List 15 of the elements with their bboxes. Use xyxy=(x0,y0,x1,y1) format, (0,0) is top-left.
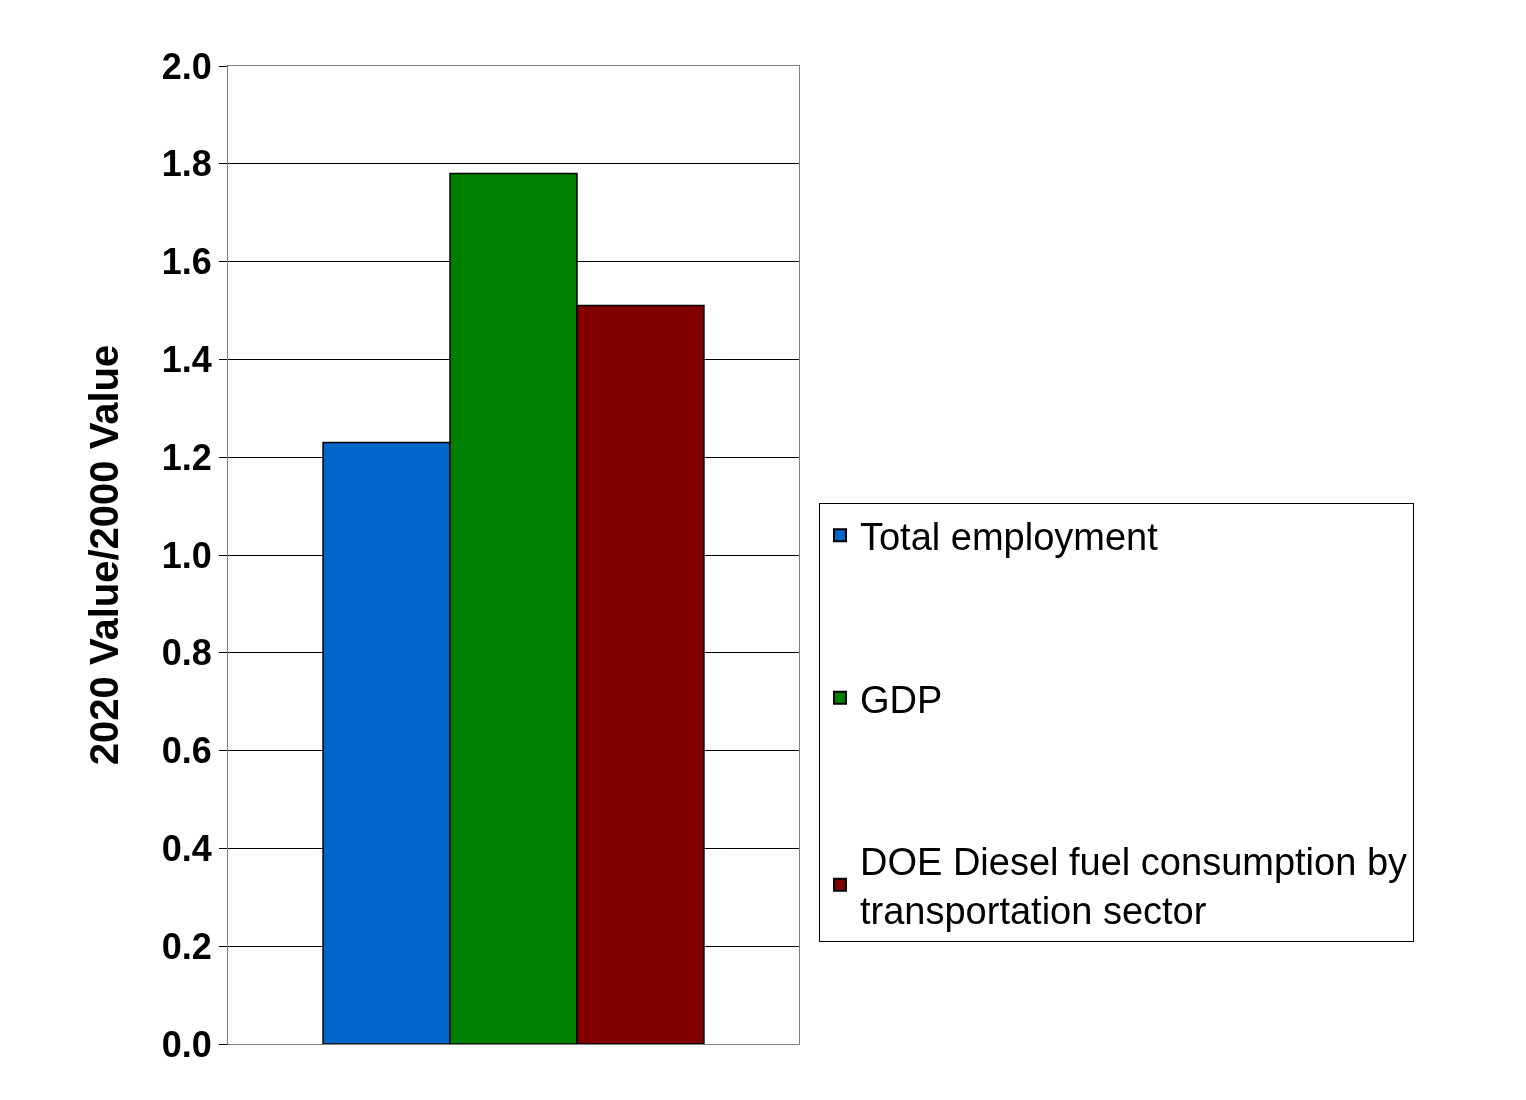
y-tick-label: 0.4 xyxy=(161,828,212,869)
y-tick-label: 1.8 xyxy=(161,143,212,185)
y-tick-label: 2.0 xyxy=(161,45,212,87)
y-tick-label: 1.2 xyxy=(161,436,212,478)
y-tick-label: 0.0 xyxy=(161,1023,212,1065)
y-tick-label: 0.2 xyxy=(161,925,212,967)
y-tick-label: 1.0 xyxy=(161,534,212,576)
y-tick-label: 0.8 xyxy=(161,632,212,674)
legend-label: DOE Diesel fuel consumption by transportation sector xyxy=(859,840,1408,933)
legend-label: GDP xyxy=(859,678,943,721)
y-tick-label: 0.6 xyxy=(161,730,212,772)
y-tick-label: 1.4 xyxy=(161,339,212,380)
legend-label: Total employment xyxy=(859,516,1159,559)
y-tick-label: 1.6 xyxy=(161,241,212,283)
y-axis-title: 2020 Value/2000 Value xyxy=(82,344,127,766)
